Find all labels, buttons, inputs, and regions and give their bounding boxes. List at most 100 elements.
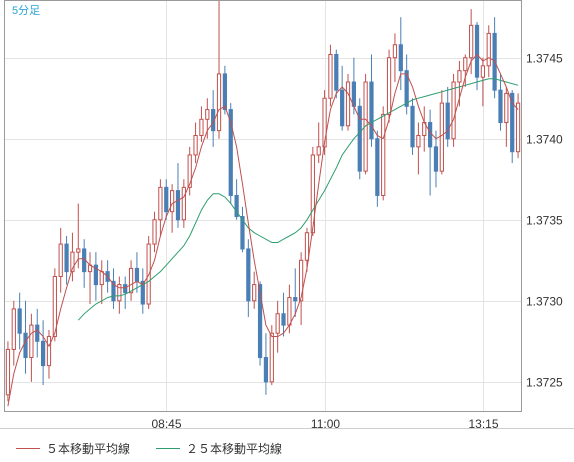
candle bbox=[187, 146, 192, 196]
candle-body-up bbox=[269, 332, 274, 383]
candle-body-up bbox=[504, 92, 509, 124]
x-tick-label: 11:00 bbox=[311, 417, 340, 431]
candle bbox=[35, 308, 40, 358]
candle-body-down bbox=[123, 284, 128, 294]
candle bbox=[334, 49, 339, 99]
candle-body-down bbox=[175, 190, 181, 221]
candle-body-down bbox=[246, 248, 251, 302]
candle-body-up bbox=[117, 284, 122, 302]
candle-body-down bbox=[263, 357, 269, 383]
candle bbox=[304, 227, 310, 272]
candle bbox=[269, 325, 274, 386]
candle-body-up bbox=[381, 113, 386, 196]
candle bbox=[152, 211, 157, 253]
candle bbox=[375, 130, 380, 207]
candle-body-down bbox=[498, 89, 503, 124]
candle bbox=[263, 333, 269, 395]
candle bbox=[158, 179, 163, 236]
candle bbox=[170, 184, 175, 233]
candle bbox=[328, 44, 333, 107]
y-tick-label: 1.3740 bbox=[526, 133, 563, 147]
candle bbox=[58, 227, 63, 293]
candle bbox=[363, 73, 368, 175]
legend-ma5-label: ５本移動平均線 bbox=[46, 441, 130, 456]
candle bbox=[111, 268, 116, 309]
candle-body-up bbox=[322, 97, 327, 148]
candle-body-up bbox=[11, 308, 16, 350]
ma5-line bbox=[7, 53, 519, 407]
candle-body-up bbox=[199, 118, 204, 137]
candle bbox=[416, 122, 421, 175]
candle-body-up bbox=[5, 348, 11, 396]
candle-body-up bbox=[439, 102, 444, 172]
candle bbox=[392, 33, 398, 83]
candle-body-up bbox=[152, 219, 157, 245]
candle bbox=[164, 179, 169, 220]
candle-body-up bbox=[386, 57, 392, 115]
legend: ５本移動平均線 ２５本移動平均線 bbox=[16, 441, 282, 456]
candle-body-up bbox=[457, 70, 462, 83]
candle bbox=[480, 57, 485, 107]
candle-body-up bbox=[392, 44, 398, 59]
candle-body-down bbox=[234, 194, 239, 218]
candle bbox=[252, 271, 257, 309]
candle-body-up bbox=[469, 24, 474, 59]
period-label: 5分足 bbox=[12, 4, 40, 17]
y-tick-label: 1.3735 bbox=[526, 214, 563, 228]
candle-body-up bbox=[58, 243, 63, 277]
candle-body-down bbox=[398, 44, 403, 72]
candle-body-down bbox=[164, 186, 169, 213]
candle-body-up bbox=[463, 57, 468, 72]
candle-body-up bbox=[451, 81, 456, 140]
candle-body-down bbox=[140, 280, 145, 305]
candle-body-up bbox=[99, 271, 104, 286]
candle-body-up bbox=[515, 102, 521, 153]
candle bbox=[404, 54, 409, 115]
candle-body-down bbox=[410, 105, 415, 148]
candle-body-down bbox=[281, 313, 286, 326]
candle bbox=[140, 268, 145, 314]
candle bbox=[486, 25, 491, 78]
candle bbox=[357, 98, 362, 180]
candle-body-up bbox=[416, 135, 421, 148]
candle-body-down bbox=[228, 109, 233, 196]
candle bbox=[228, 103, 233, 204]
candle bbox=[76, 203, 81, 269]
candle-body-down bbox=[111, 280, 116, 302]
candle-body-up bbox=[252, 284, 257, 302]
candle-body-up bbox=[486, 32, 491, 67]
candle bbox=[469, 9, 474, 74]
candle-body-up bbox=[29, 324, 34, 359]
candle-body-down bbox=[428, 122, 433, 148]
candle bbox=[257, 281, 263, 366]
candle bbox=[474, 22, 480, 91]
candle bbox=[299, 252, 304, 326]
candle bbox=[451, 73, 456, 147]
candle bbox=[64, 235, 69, 285]
candle-body-up bbox=[299, 259, 304, 302]
candle bbox=[117, 276, 122, 314]
candle-body-down bbox=[474, 24, 480, 78]
candle-body-down bbox=[369, 81, 374, 140]
candle bbox=[46, 329, 52, 379]
candle bbox=[175, 163, 181, 228]
candle-body-down bbox=[340, 89, 345, 127]
candle bbox=[381, 106, 386, 201]
candle-body-up bbox=[187, 154, 192, 188]
candle bbox=[17, 292, 22, 350]
candle bbox=[5, 341, 11, 402]
candle-body-up bbox=[205, 109, 210, 120]
y-tick-label: 1.3725 bbox=[526, 376, 563, 390]
x-axis-labels: 08:45 11:00 13:15 bbox=[151, 417, 498, 431]
candle bbox=[345, 73, 351, 131]
candle bbox=[240, 206, 245, 253]
candle-body-down bbox=[134, 267, 140, 282]
candle bbox=[310, 146, 315, 236]
candle-body-down bbox=[17, 308, 22, 334]
plot-frame bbox=[4, 0, 522, 412]
candle bbox=[234, 179, 239, 220]
candle-body-down bbox=[93, 264, 98, 286]
candle bbox=[433, 130, 439, 188]
